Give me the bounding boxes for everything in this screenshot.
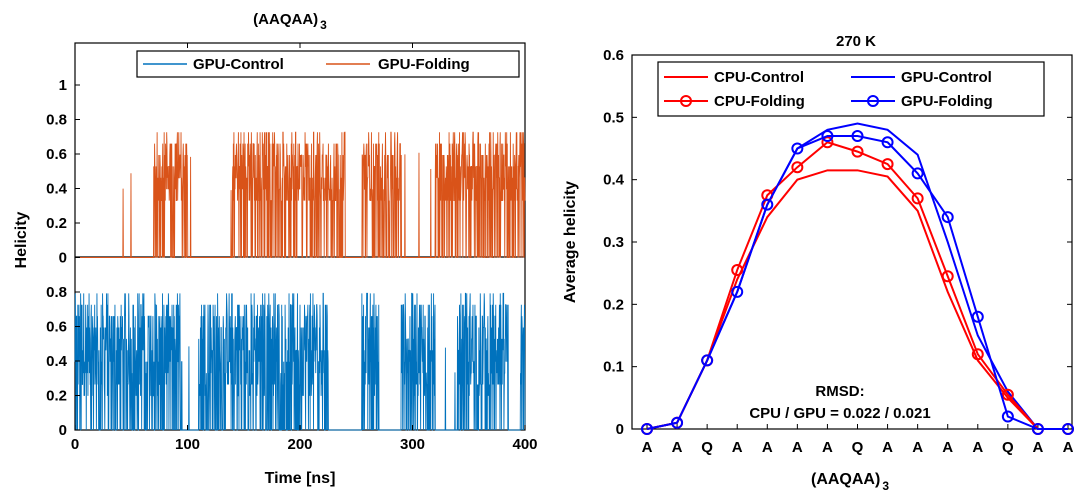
point-gpu-folding (1001, 410, 1014, 423)
left-chart-title: (AAQAA) 3 (253, 11, 327, 32)
right-x-tick-label: A (762, 439, 773, 456)
point-gpu-folding (821, 130, 834, 143)
point-cpu-folding (971, 348, 984, 361)
point-cpu-folding (911, 192, 924, 205)
left-y-tick-label: 1 (59, 77, 67, 94)
legend-label-gpu-control: GPU-Control (901, 69, 992, 86)
right-x-tick-label: A (792, 439, 803, 456)
right-legend-box (657, 61, 1045, 117)
left-y-tick-label: 0 (59, 250, 67, 267)
point-gpu-folding (671, 416, 684, 429)
left-legend: GPU-Control GPU-Folding (136, 50, 520, 78)
right-x-tick-label: Q (1002, 439, 1014, 456)
left-y-tick-label: 0.4 (46, 181, 68, 198)
left-y-tick-label: 0.2 (46, 388, 67, 405)
left-y-tick-label: 0.2 (46, 215, 67, 232)
point-gpu-folding (1031, 423, 1044, 435)
left-y-tick-label: 0.6 (46, 319, 67, 336)
point-gpu-folding (641, 423, 653, 435)
right-y-tick-label: 0.6 (603, 47, 624, 64)
point-gpu-folding (911, 167, 924, 180)
right-legend: CPU-Control GPU-Control CPU-Folding GPU-Fol… (657, 61, 1045, 117)
right-y-ticks: 0 0.1 0.2 0.3 0.4 0.5 0.6 (603, 47, 1072, 438)
right-chart: 270 K 0 0.1 0.2 0.3 0.4 0.5 0.6 A A Q A A A A Q A A A A Q A… (562, 33, 1074, 493)
legend-label-cpu-folding: CPU-Folding (714, 93, 805, 110)
right-x-tick-label: Q (852, 439, 864, 456)
right-x-tick-label: A (972, 439, 983, 456)
point-cpu-folding (941, 270, 954, 283)
point-gpu-folding (881, 136, 894, 149)
right-y-tick-label: 0.5 (603, 109, 624, 126)
legend-marker-gpu-folding (867, 95, 879, 107)
right-x-tick-label: Q (701, 439, 713, 456)
right-y-tick-label: 0.2 (603, 296, 624, 313)
legend-label-gpu-folding: GPU-Folding (901, 93, 993, 110)
right-y-tick-label: 0.1 (603, 359, 624, 376)
trace-gpu-control (74, 292, 526, 431)
point-cpu-folding (821, 136, 834, 149)
series-line-gpu-folding (646, 135, 1068, 430)
right-y-tick-label: 0.4 (603, 172, 625, 189)
right-y-tick-label: 0 (616, 421, 624, 438)
right-x-tick-label: A (1063, 439, 1074, 456)
right-x-tick-label: A (1033, 439, 1044, 456)
left-y-axis-label: Helicity (13, 211, 30, 268)
right-x-tick-label: A (672, 439, 683, 456)
right-chart-title: 270 K (836, 33, 876, 50)
legend-marker-cpu-folding (680, 95, 692, 107)
point-gpu-folding (701, 354, 714, 367)
legend-label-gpu-control: GPU-Control (193, 56, 284, 73)
left-y-tick-label: 0 (59, 422, 67, 439)
right-x-tick-label: A (882, 439, 893, 456)
left-chart: (AAQAA) 3 0 100 200 300 400 0 0.2 0.4 0.6 0.8 0 0.2… (13, 11, 538, 487)
right-series (641, 122, 1074, 435)
left-x-tick-label: 300 (400, 436, 425, 453)
right-x-tick-label: A (732, 439, 743, 456)
left-x-tick-label: 400 (512, 436, 537, 453)
right-x-tick-label: A (942, 439, 953, 456)
left-y-tick-label: 0.6 (46, 146, 67, 163)
point-gpu-folding (851, 130, 864, 143)
left-y-tick-label: 0.8 (46, 112, 67, 129)
right-x-tick-label: A (822, 439, 833, 456)
left-x-tick-label: 0 (71, 436, 79, 453)
point-gpu-folding (761, 198, 774, 211)
point-cpu-folding (881, 158, 894, 171)
right-x-axis-label: (AAQAA) 3 (811, 471, 889, 493)
right-y-tick-label: 0.3 (603, 234, 624, 251)
legend-label-gpu-folding: GPU-Folding (378, 56, 470, 73)
left-y-tick-label: 0.8 (46, 284, 67, 301)
right-y-axis-label: Average helicity (562, 181, 579, 303)
left-traces (74, 131, 526, 431)
right-plot-area (631, 54, 1073, 430)
left-x-ticks: 0 100 200 300 400 (71, 43, 538, 453)
trace-gpu-folding (75, 131, 526, 258)
left-x-tick-label: 100 (175, 436, 200, 453)
legend-label-cpu-control: CPU-Control (714, 69, 804, 86)
right-x-tick-label: A (642, 439, 653, 456)
point-gpu-folding (731, 285, 744, 298)
point-gpu-folding (1062, 423, 1074, 435)
point-cpu-folding (851, 145, 864, 158)
point-gpu-folding (971, 310, 984, 323)
rmsd-annotation-title: RMSD: (815, 383, 864, 400)
point-cpu-folding (791, 161, 804, 174)
point-gpu-folding (791, 142, 804, 155)
left-y-tick-label: 0.4 (46, 353, 68, 370)
right-x-tick-label: A (912, 439, 923, 456)
rmsd-annotation-values: CPU / GPU = 0.022 / 0.021 (749, 405, 930, 422)
point-gpu-folding (941, 211, 954, 224)
point-cpu-folding (1001, 388, 1014, 401)
left-x-tick-label: 200 (287, 436, 312, 453)
left-x-axis-label: Time [ns] (265, 470, 336, 487)
point-cpu-folding (731, 264, 744, 277)
left-y-ticks: 0 0.2 0.4 0.6 0.8 0 0.2 0.4 0.6 0.8 1 (46, 77, 80, 439)
